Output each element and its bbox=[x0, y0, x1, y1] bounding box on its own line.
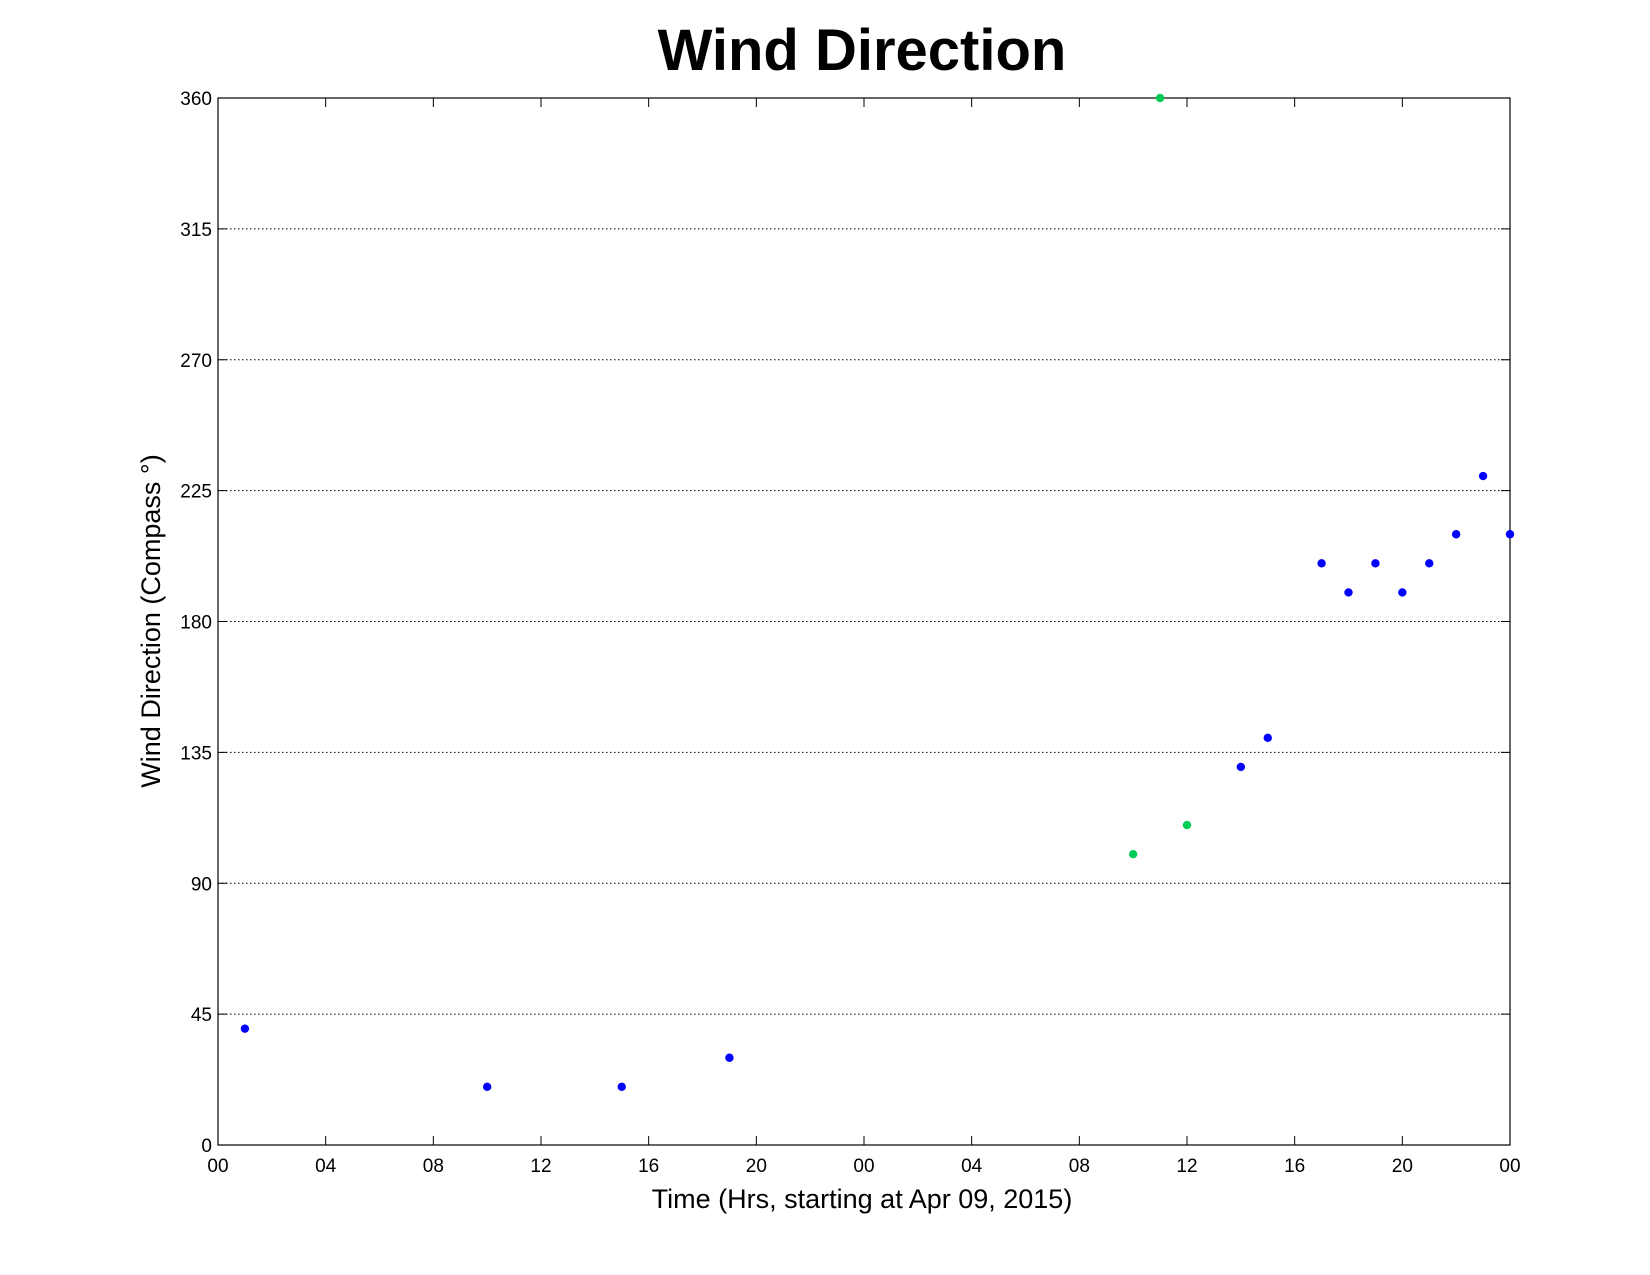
chart-title: Wind Direction bbox=[658, 18, 1067, 83]
data-points bbox=[240, 93, 1515, 1092]
plot-frame bbox=[217, 97, 1511, 1146]
x-tick-label: 08 bbox=[1069, 1156, 1090, 1177]
x-tick-label: 20 bbox=[746, 1156, 767, 1177]
data-point bbox=[1263, 733, 1272, 743]
data-point bbox=[1451, 530, 1461, 539]
data-point bbox=[240, 1024, 250, 1033]
x-tick-label: 04 bbox=[315, 1156, 337, 1177]
x-axis-label: Time (Hrs, starting at Apr 09, 2015) bbox=[652, 1184, 1073, 1214]
y-tick-label: 360 bbox=[180, 89, 212, 110]
x-tick-label: 20 bbox=[1392, 1156, 1413, 1177]
x-tick-label: 00 bbox=[207, 1156, 228, 1177]
y-tick-label: 135 bbox=[180, 743, 212, 764]
data-point bbox=[1398, 588, 1407, 597]
data-point bbox=[1155, 93, 1165, 103]
y-tick-labels: 0 45 90 135 180 225 270 315 360 bbox=[180, 89, 212, 1157]
x-tick-label: 08 bbox=[423, 1156, 444, 1177]
x-tick-label: 12 bbox=[530, 1156, 551, 1177]
data-point bbox=[1425, 559, 1434, 568]
x-tick-label: 16 bbox=[1284, 1156, 1305, 1177]
x-tick-label: 16 bbox=[638, 1156, 659, 1177]
axis-ticks bbox=[217, 97, 1511, 1146]
data-point bbox=[1478, 471, 1488, 481]
x-tick-label: 00 bbox=[1499, 1156, 1520, 1177]
data-point bbox=[1128, 849, 1138, 859]
y-axis-label: Wind Direction (Compass °) bbox=[136, 454, 166, 787]
y-tick-label: 270 bbox=[180, 351, 212, 372]
data-point bbox=[1182, 820, 1192, 830]
y-tick-label: 180 bbox=[180, 613, 212, 634]
data-point bbox=[725, 1053, 734, 1062]
x-tick-label: 12 bbox=[1176, 1156, 1197, 1177]
x-tick-label: 04 bbox=[961, 1156, 983, 1177]
x-tick-labels: 00 04 08 12 16 20 00 04 08 12 16 20 00 bbox=[207, 1156, 1520, 1177]
grid-lines bbox=[218, 97, 1510, 1015]
data-point bbox=[1236, 762, 1246, 772]
y-tick-label: 0 bbox=[201, 1136, 212, 1157]
data-point bbox=[1317, 559, 1326, 568]
y-tick-label: 315 bbox=[180, 220, 212, 241]
data-point bbox=[1505, 530, 1515, 539]
x-tick-label: 00 bbox=[853, 1156, 874, 1177]
data-point bbox=[617, 1082, 626, 1092]
data-point bbox=[1344, 588, 1353, 597]
y-tick-label: 90 bbox=[191, 874, 212, 895]
data-point bbox=[1371, 559, 1380, 568]
data-point bbox=[482, 1082, 492, 1092]
y-tick-label: 45 bbox=[191, 1005, 212, 1026]
y-tick-label: 225 bbox=[180, 482, 212, 503]
